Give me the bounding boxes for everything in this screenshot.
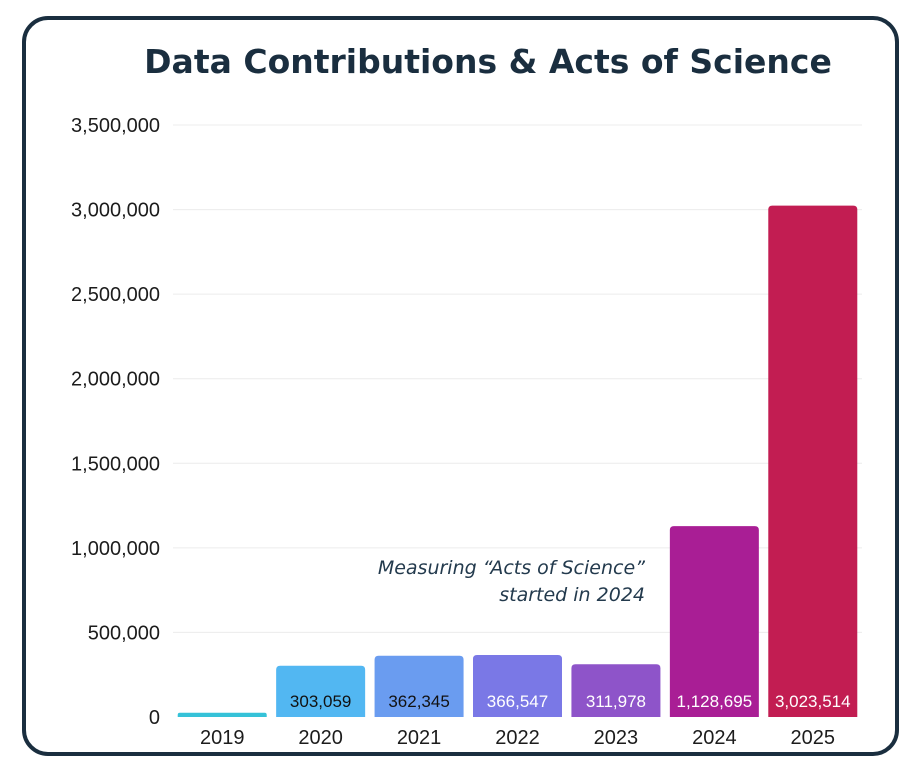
y-tick-label: 2,000,000 <box>71 369 160 391</box>
x-tick-label-2020: 2020 <box>298 727 343 749</box>
bar-2022 <box>473 655 562 717</box>
y-axis: 0 500,000 1,000,000 1,500,000 2,000,000 2,500… <box>71 115 160 729</box>
chart-title: Data Contributions & Acts of Science <box>144 42 832 81</box>
x-tick-label-2022: 2022 <box>495 727 540 749</box>
annotation-line-1: Measuring “Acts of Science” <box>378 557 645 579</box>
data-label-2020: 303,059 <box>290 692 351 711</box>
y-tick-label: 1,500,000 <box>71 453 160 475</box>
x-axis: 2019 2020 2021 2022 2023 2024 2025 <box>200 727 835 749</box>
data-label-2025: 3,023,514 <box>775 692 851 711</box>
x-tick-label-2024: 2024 <box>692 727 737 749</box>
x-tick-label-2025: 2025 <box>791 727 836 749</box>
bar-2020 <box>276 665 366 717</box>
bar-2021 <box>374 655 464 717</box>
y-tick-label: 2,500,000 <box>71 284 160 306</box>
data-label-2024: 1,128,695 <box>677 692 753 711</box>
y-tick-label: 500,000 <box>88 622 160 644</box>
data-label-2021: 362,345 <box>388 692 449 711</box>
annotation-line-2: started in 2024 <box>499 584 645 606</box>
bar-2019 <box>177 712 267 717</box>
bars: 303,059 362,345 366,547 311,978 1,128,695 3,0… <box>177 205 858 717</box>
bar-2024 <box>669 526 759 717</box>
y-tick-label: 0 <box>149 707 160 729</box>
y-tick-label: 1,000,000 <box>71 538 160 560</box>
data-label-2023: 311,978 <box>586 692 646 711</box>
x-tick-label-2021: 2021 <box>397 727 442 749</box>
bar-2025 <box>768 205 858 717</box>
y-tick-label: 3,500,000 <box>71 115 160 137</box>
y-tick-label: 3,000,000 <box>71 200 160 222</box>
x-tick-label-2019: 2019 <box>200 727 245 749</box>
x-tick-label-2023: 2023 <box>594 727 639 749</box>
data-label-2022: 366,547 <box>487 692 548 711</box>
bar-2023 <box>571 664 661 717</box>
